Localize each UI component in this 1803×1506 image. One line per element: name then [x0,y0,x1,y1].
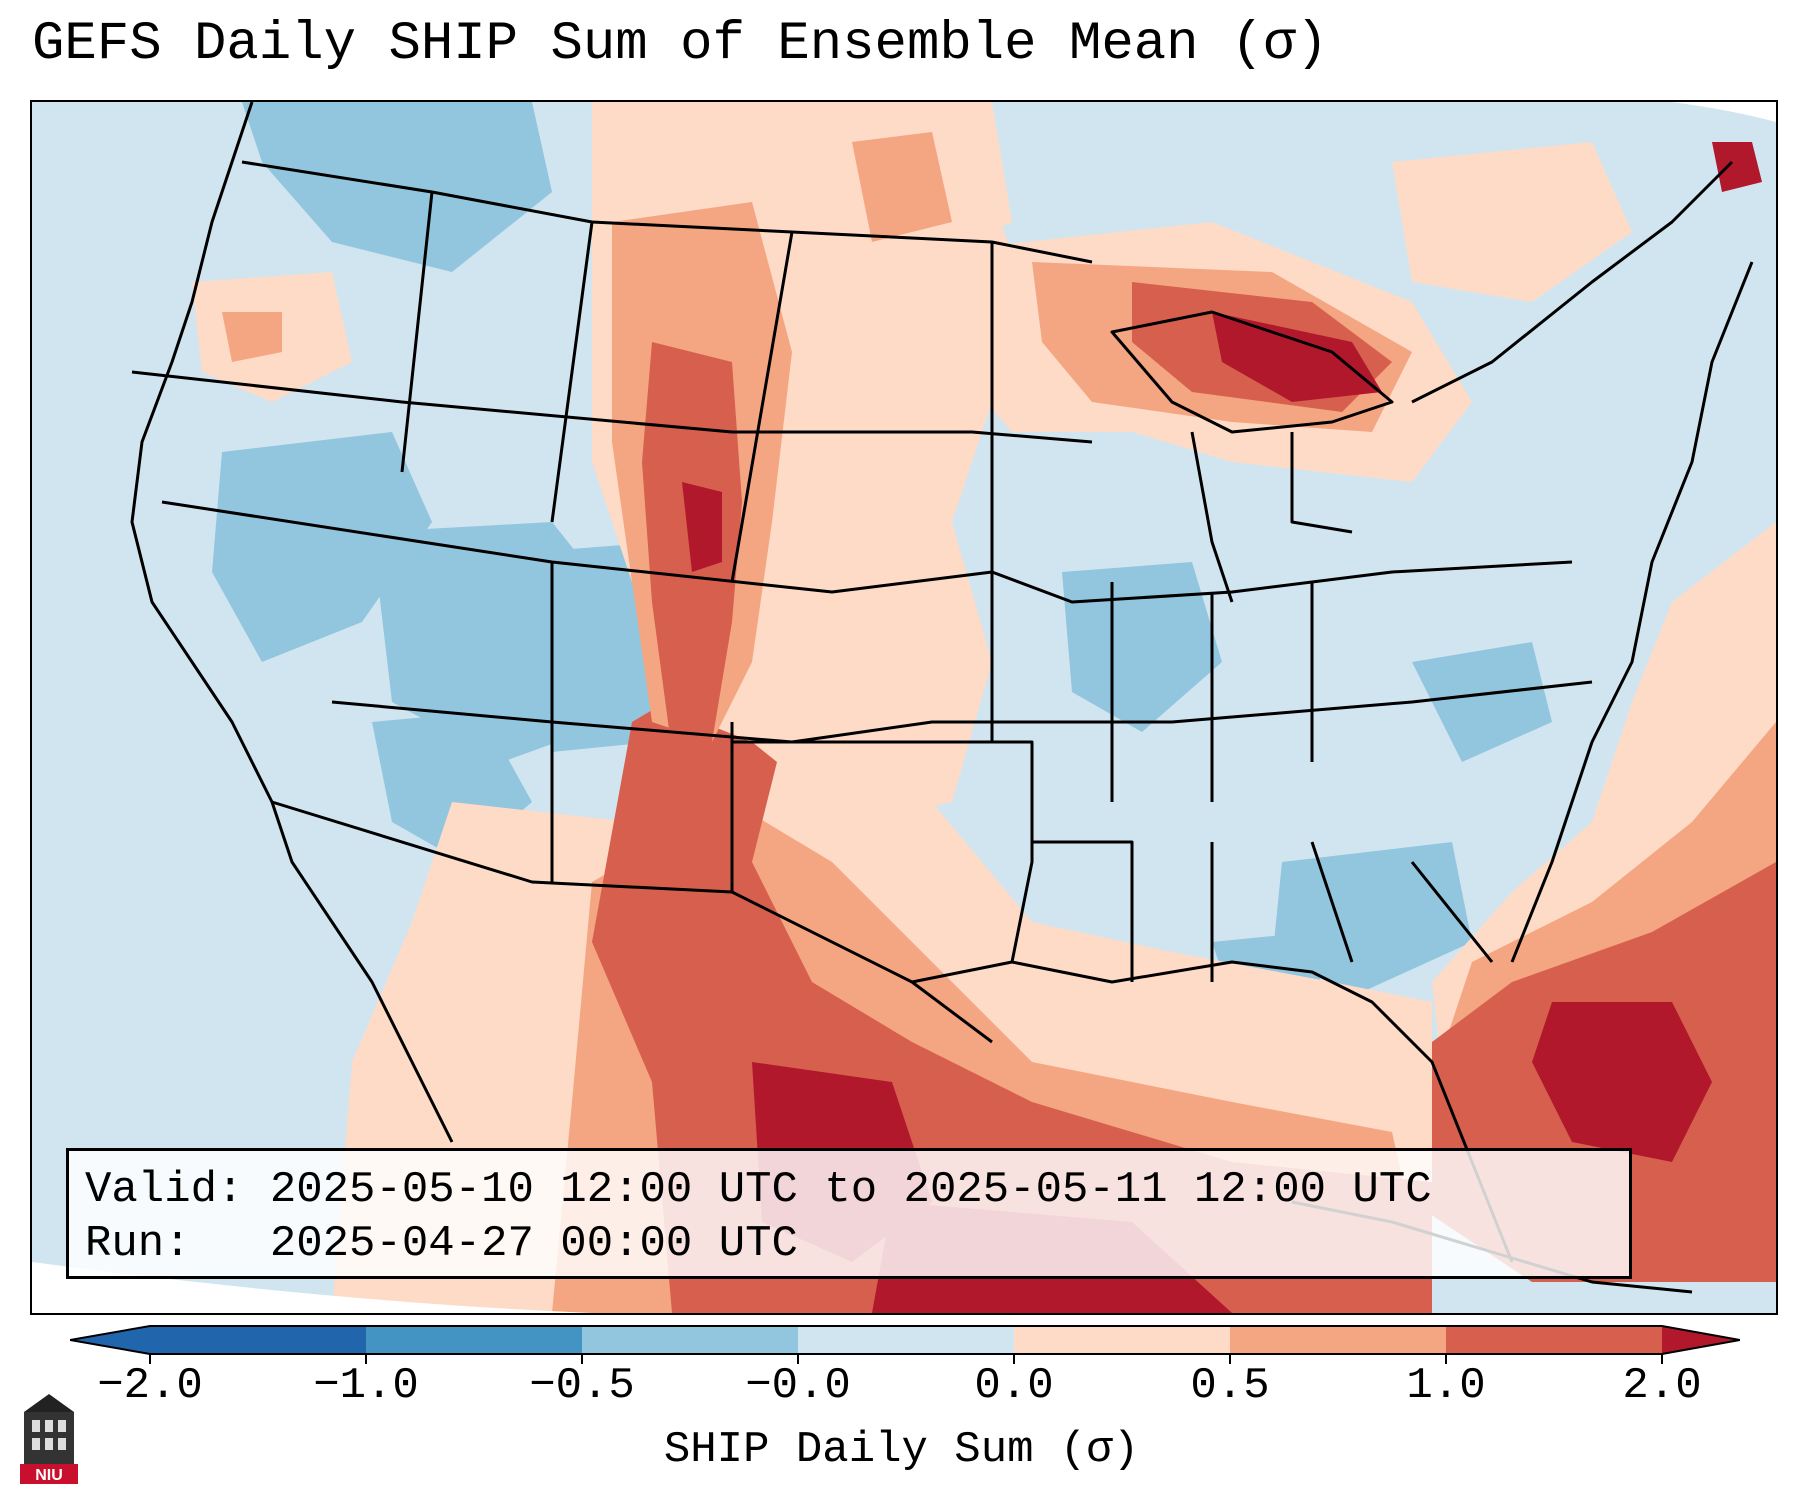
colorbar-extend-high [1662,1326,1740,1354]
state-line-east-west-mid [161,500,1573,604]
colorbar-tick-label: −0.5 [529,1361,635,1411]
anomaly-patch [212,432,432,662]
colorbar-tick-label: −0.0 [745,1361,851,1411]
gulf-coastline [911,960,1514,1263]
colorbar-label: SHIP Daily Sum (σ) [663,1425,1140,1475]
colorbar-tick-label: 0.0 [974,1361,1054,1411]
great-lakes-outline [1110,310,1394,603]
colorbar-tick-label: 2.0 [1622,1361,1702,1411]
anomaly-core-plains [682,482,722,572]
state-line-southeast [1032,840,1494,982]
map-canvas [32,102,1776,1313]
canada-border [241,160,1093,264]
projection-edge-northeast [1672,102,1776,122]
anomaly-patch-oregon [222,312,282,362]
colorbar-bin [1446,1326,1662,1354]
chart-title: GEFS Daily SHIP Sum of Ensemble Mean (σ) [32,14,1329,75]
colorbar-bin [150,1326,366,1354]
colorbar-extend-low [70,1326,150,1354]
atlantic-coastline [1510,261,1754,963]
anomaly-patches-negative [212,102,1702,1002]
colorbar-ticks [149,1354,1663,1364]
anomaly-patch [1412,642,1552,762]
state-line-east-west-north [131,370,1093,444]
map-panel [30,100,1778,1315]
state-line-northern-tier [400,191,994,583]
anomaly-band-dakota-moderate [852,132,952,242]
anomaly-core-bahamas [1532,1002,1712,1162]
colorbar-bin [798,1326,1014,1354]
validity-info-box: Valid: 2025-05-10 12:00 UTC to 2025-05-1… [66,1148,1632,1279]
state-line-southwest [271,562,734,894]
colorbar-tick-label: 1.0 [1406,1361,1486,1411]
anomaly-band-quebec-weak [1392,142,1632,302]
quebec-shoreline [1411,160,1734,404]
anomaly-core-lake-superior [1212,312,1382,402]
colorbar-bin [366,1326,582,1354]
colorbar-bin [1230,1326,1446,1354]
university-tower-icon: NIU [20,1394,78,1484]
logo-text: NIU [35,1467,63,1484]
colorbar [70,1325,1740,1364]
run-time: 2025-04-27 00:00 UTC [269,1219,798,1269]
boundary-lines [130,102,1754,1294]
colorbar-bin [582,1326,798,1354]
anomaly-core-maine-coast [1712,142,1762,192]
coastline-pacific [130,102,454,1143]
colorbar-tick-label: −2.0 [97,1361,203,1411]
anomaly-patch [1272,842,1472,992]
colorbar-tick-label: −1.0 [313,1361,419,1411]
colorbar-bin [1014,1326,1230,1354]
run-label: Run: [85,1219,191,1269]
colorbar-tick-label: 0.5 [1190,1361,1270,1411]
projection-edge-southwest [32,1262,592,1313]
anomaly-patch [1062,562,1222,732]
valid-label: Valid: [85,1165,244,1215]
valid-time-range: 2025-05-10 12:00 UTC to 2025-05-11 12:00… [269,1165,1432,1215]
state-line-midwest [990,422,1314,802]
